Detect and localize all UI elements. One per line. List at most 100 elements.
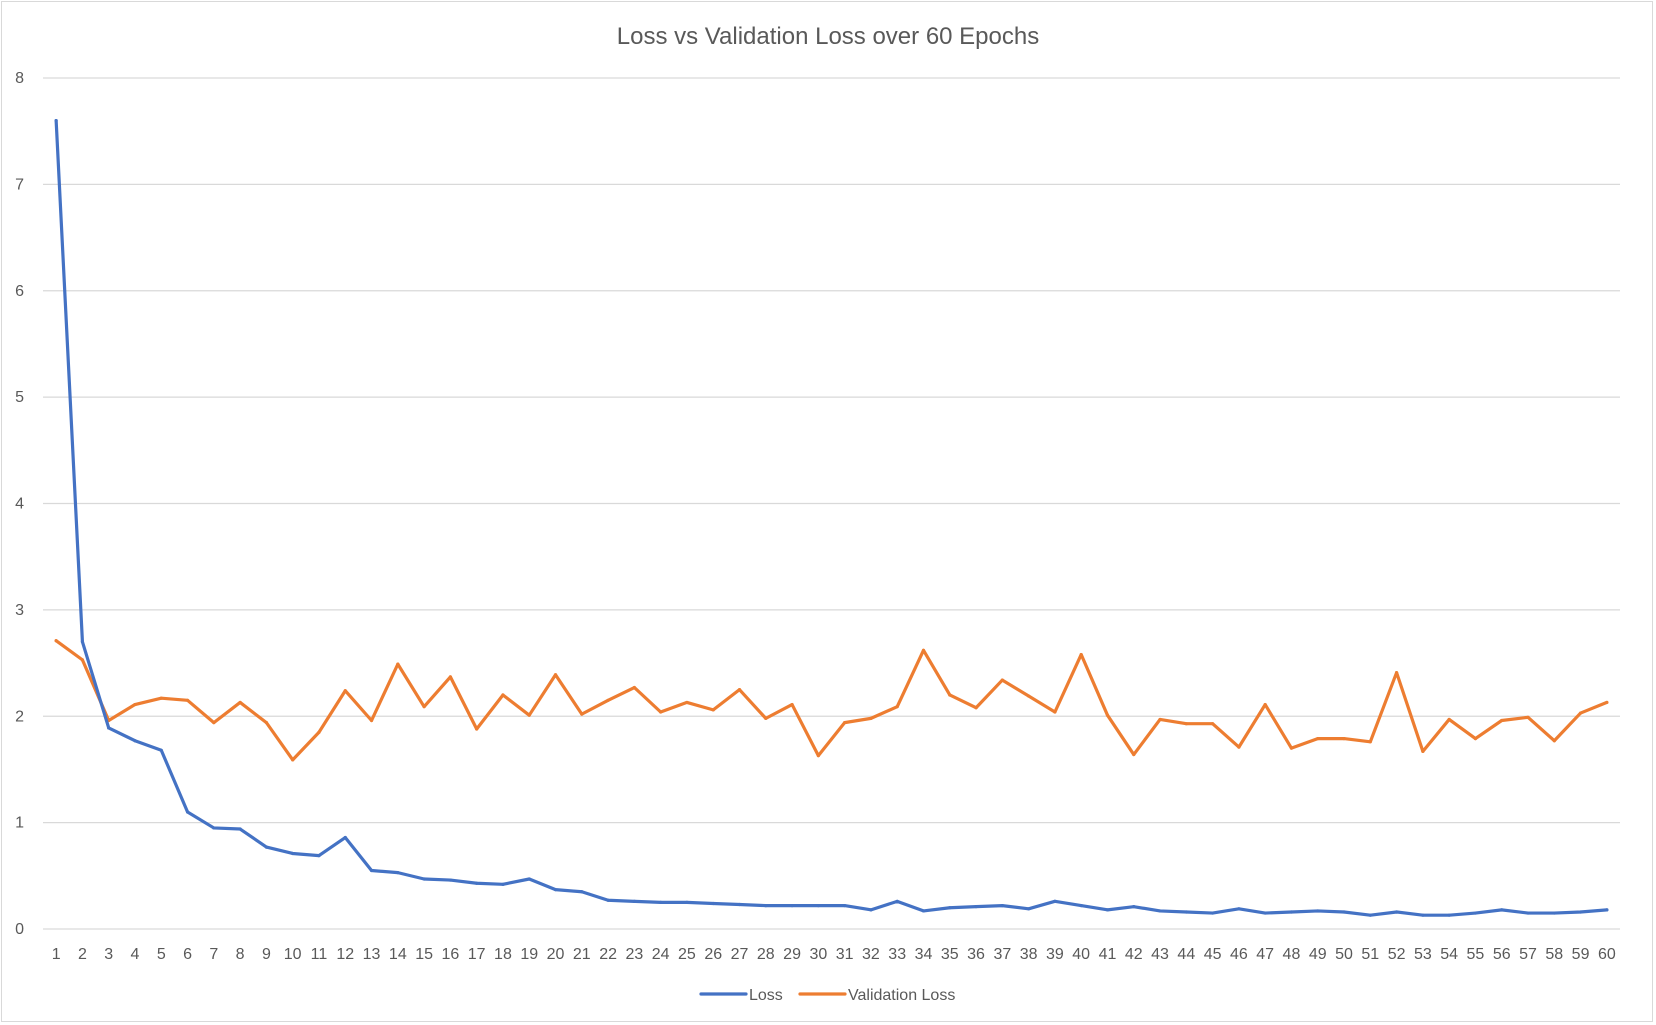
x-tick-label: 27 bbox=[731, 946, 749, 963]
data-point bbox=[422, 877, 426, 881]
data-point bbox=[816, 903, 820, 908]
data-point bbox=[606, 698, 610, 702]
x-tick-label: 24 bbox=[652, 946, 670, 963]
y-tick-label: 1 bbox=[15, 815, 24, 832]
x-tick-label: 17 bbox=[468, 946, 486, 963]
y-tick-label: 8 bbox=[15, 70, 24, 87]
legend-item-loss: Loss bbox=[699, 987, 783, 1004]
data-point bbox=[553, 673, 558, 677]
x-tick-label: 59 bbox=[1572, 946, 1590, 963]
x-tick-label: 4 bbox=[131, 946, 140, 963]
data-point bbox=[1027, 907, 1031, 911]
data-point bbox=[1394, 671, 1399, 675]
data-point bbox=[1263, 702, 1267, 707]
data-point bbox=[1211, 722, 1215, 726]
data-point bbox=[1053, 899, 1057, 903]
data-point bbox=[238, 700, 242, 705]
data-point bbox=[369, 718, 374, 723]
x-tick-label: 18 bbox=[494, 946, 512, 963]
data-point bbox=[1421, 749, 1425, 753]
x-tick-label: 28 bbox=[757, 946, 775, 963]
data-point bbox=[422, 705, 426, 709]
y-tick-label: 2 bbox=[15, 708, 24, 725]
data-point bbox=[185, 810, 190, 814]
data-point bbox=[448, 878, 452, 882]
data-point bbox=[159, 748, 163, 752]
x-tick-label: 36 bbox=[967, 946, 985, 963]
data-point bbox=[632, 685, 636, 690]
x-tick-label: 46 bbox=[1230, 946, 1248, 963]
data-point bbox=[737, 688, 742, 692]
data-point bbox=[291, 851, 295, 856]
x-tick-label: 43 bbox=[1151, 946, 1169, 963]
x-tick-label: 32 bbox=[862, 946, 880, 963]
data-point bbox=[1578, 711, 1583, 715]
data-point bbox=[212, 721, 216, 725]
x-tick-label: 20 bbox=[547, 946, 565, 963]
data-point bbox=[317, 730, 321, 734]
x-tick-label: 1 bbox=[52, 946, 61, 963]
x-tick-label: 33 bbox=[888, 946, 906, 963]
data-point bbox=[1605, 700, 1609, 705]
data-point bbox=[1289, 910, 1294, 914]
data-point bbox=[764, 716, 768, 720]
series-group bbox=[54, 118, 1609, 917]
data-point bbox=[1132, 752, 1136, 757]
data-point bbox=[80, 658, 85, 662]
x-tick-label: 30 bbox=[809, 946, 827, 963]
data-point bbox=[1526, 911, 1530, 915]
data-point bbox=[475, 727, 479, 731]
data-point bbox=[54, 639, 58, 643]
x-tick-label: 49 bbox=[1309, 946, 1327, 963]
y-axis: 0 1 2 3 4 5 6 7 8 bbox=[15, 70, 24, 938]
gridlines bbox=[43, 77, 1620, 930]
x-tick-label: 34 bbox=[915, 946, 933, 963]
x-tick-label: 50 bbox=[1335, 946, 1353, 963]
data-point bbox=[1000, 903, 1004, 908]
data-point bbox=[1132, 905, 1136, 909]
series-line-validation-loss bbox=[54, 639, 1609, 762]
data-point bbox=[501, 882, 505, 886]
data-point bbox=[790, 702, 794, 707]
x-tick-label: 52 bbox=[1388, 946, 1406, 963]
data-point bbox=[133, 702, 137, 707]
data-point bbox=[1211, 911, 1215, 915]
data-point bbox=[501, 693, 505, 697]
data-point bbox=[527, 713, 531, 717]
data-point bbox=[869, 908, 873, 912]
data-point bbox=[1316, 909, 1320, 913]
data-point bbox=[974, 706, 978, 710]
x-tick-label: 5 bbox=[157, 946, 166, 963]
data-point bbox=[80, 640, 85, 644]
x-tick-label: 6 bbox=[183, 946, 192, 963]
data-point bbox=[1237, 745, 1241, 749]
data-point bbox=[1447, 717, 1451, 722]
data-point bbox=[1027, 694, 1031, 698]
x-tick-label: 41 bbox=[1099, 946, 1117, 963]
data-point bbox=[843, 903, 847, 908]
data-point bbox=[475, 881, 479, 885]
x-tick-label: 35 bbox=[941, 946, 959, 963]
data-point bbox=[1316, 736, 1320, 741]
data-point bbox=[737, 902, 742, 907]
data-point bbox=[396, 871, 400, 875]
data-point bbox=[369, 868, 374, 873]
x-tick-label: 31 bbox=[836, 946, 854, 963]
data-point bbox=[895, 899, 899, 903]
data-point bbox=[1237, 907, 1241, 911]
data-point bbox=[527, 877, 531, 881]
data-point bbox=[1158, 717, 1162, 722]
data-point bbox=[1605, 908, 1609, 912]
x-tick-label: 16 bbox=[441, 946, 459, 963]
data-point bbox=[238, 827, 242, 831]
x-tick-label: 3 bbox=[104, 946, 113, 963]
x-tick-label: 2 bbox=[78, 946, 87, 963]
x-tick-label: 19 bbox=[520, 946, 538, 963]
x-tick-label: 11 bbox=[311, 946, 328, 963]
data-point bbox=[1053, 710, 1057, 714]
data-point bbox=[1342, 736, 1346, 741]
legend: Loss Validation Loss bbox=[699, 987, 955, 1004]
data-point bbox=[1000, 678, 1004, 682]
x-tick-label: 47 bbox=[1256, 946, 1274, 963]
